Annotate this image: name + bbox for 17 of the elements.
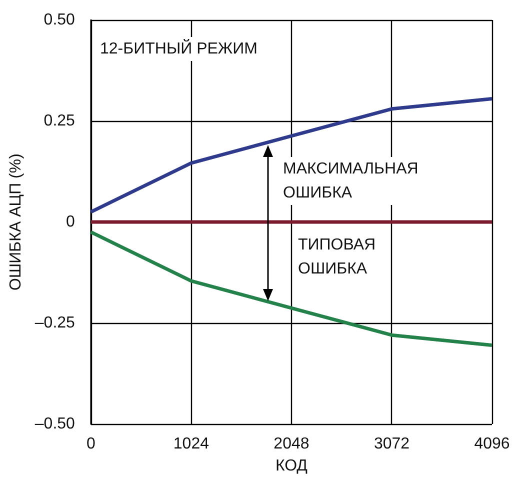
annotation: ТИПОВАЯ ОШИБКА [298,236,376,278]
y-tick-label: –0.50 [34,416,76,432]
x-axis-title: КОД [275,458,308,474]
x-tick-label: 2048 [274,436,310,452]
x-tick-label: 4096 [474,436,510,452]
y-tick-label: –0.25 [34,314,76,332]
annotation: МАКСИМАЛЬНАЯ ОШИБКА [283,160,418,202]
y-tick-label: 0.25 [44,112,76,130]
y-tick-label: 0.50 [44,12,76,28]
x-tick-label: 0 [86,436,96,452]
annotation: 12-БИТНЫЙ РЕЖИМ [100,38,258,58]
y-axis-title: ОШИБКА АЦП (%) [8,154,24,290]
line-series [89,97,494,214]
x-tick-label: 3072 [374,436,410,452]
y-tick-label: 0 [66,214,76,230]
x-tick-label: 1024 [173,436,210,452]
line-series [89,230,494,347]
